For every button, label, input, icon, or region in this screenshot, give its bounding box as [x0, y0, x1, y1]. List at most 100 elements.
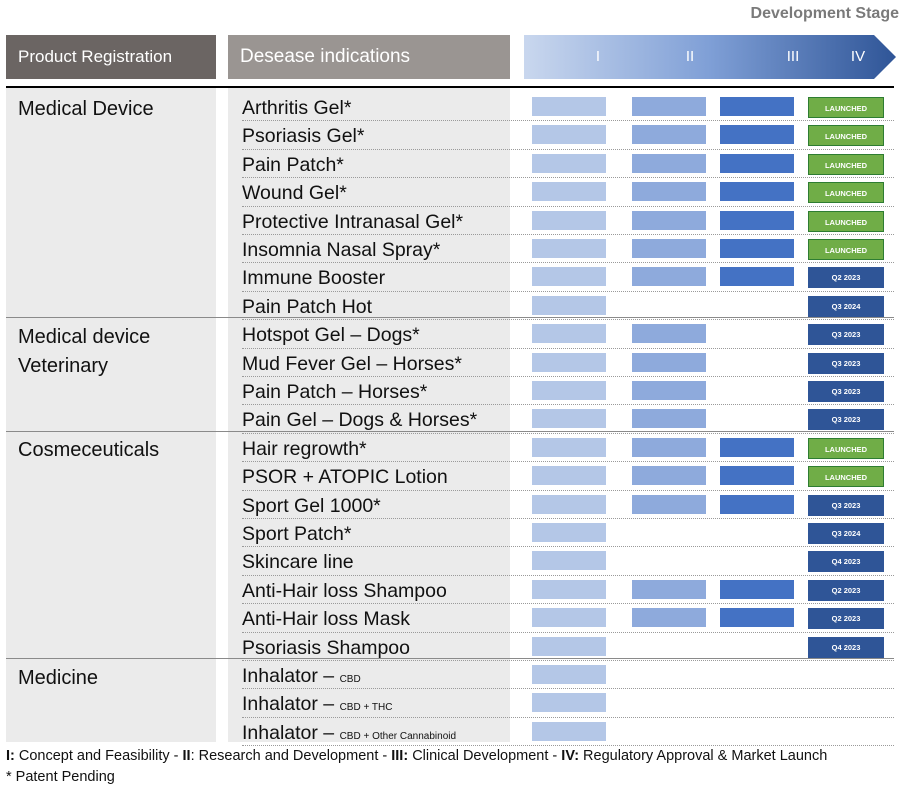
- phase-1-bar: [532, 381, 606, 400]
- indication-row: Pain Patch – Horses* Q3 2023: [0, 377, 907, 406]
- phase-3-bar: [720, 608, 794, 628]
- category-separator: [6, 658, 894, 659]
- indication-name: Immune Booster: [242, 263, 385, 291]
- status-badge: Q3 2023: [808, 409, 884, 431]
- status-badge: Q2 2023: [808, 608, 884, 630]
- phase-label-4: IV: [850, 48, 866, 65]
- indication-name: Hotspot Gel – Dogs*: [242, 320, 420, 348]
- indication-row: Psoriasis Gel* LAUNCHED: [0, 121, 907, 150]
- phase-1-bar: [532, 437, 606, 457]
- phase-3-bar: [720, 466, 794, 486]
- row-separator: [242, 461, 894, 463]
- indication-name-text: Pain Gel – Dogs & Horses*: [242, 409, 478, 432]
- indication-name: Arthritis Gel*: [242, 93, 351, 121]
- phase-1-bar: [532, 693, 606, 713]
- header-divider: [6, 86, 894, 88]
- indication-row: Inhalator – CBD: [0, 661, 907, 690]
- indication-row: Hotspot Gel – Dogs* Q3 2023: [0, 320, 907, 349]
- status-badge: Q3 2024: [808, 523, 884, 544]
- row-separator: [242, 205, 894, 207]
- phase-1-bar: [532, 665, 606, 684]
- phase-2-bar: [632, 239, 706, 258]
- indication-name: Anti-Hair loss Shampoo: [242, 576, 447, 604]
- product-registration-header: Product Registration: [6, 35, 216, 79]
- legend-key-3: III:: [391, 748, 409, 764]
- status-badge: LAUNCHED: [808, 182, 884, 204]
- indication-name: Protective Intranasal Gel*: [242, 207, 463, 235]
- indication-row: Inhalator – CBD + Other Cannabinoid: [0, 718, 907, 747]
- indication-name-text: PSOR + ATOPIC Lotion: [242, 466, 448, 489]
- phase-3-bar: [720, 182, 794, 202]
- row-separator: [242, 290, 894, 292]
- phase-1-bar: [532, 239, 606, 258]
- phase-2-bar: [632, 324, 706, 344]
- category-label: Medical Device: [18, 98, 154, 120]
- phase-1-bar: [532, 97, 606, 116]
- indication-name: Hair regrowth*: [242, 434, 367, 462]
- disease-indications-header-label: Desease indications: [240, 46, 411, 67]
- row-separator: [242, 375, 894, 377]
- phase-2-bar: [632, 579, 706, 599]
- phase-1-bar: [532, 636, 606, 656]
- indication-column: [228, 88, 510, 742]
- indication-name: Psoriasis Shampoo: [242, 633, 410, 661]
- phase-label-3: III: [786, 48, 800, 65]
- indication-name: Pain Patch – Horses*: [242, 377, 427, 405]
- row-separator: [242, 546, 894, 548]
- phase-3-bar: [720, 239, 794, 258]
- phase-1-bar: [532, 295, 606, 315]
- indication-name: Inhalator – CBD + Other Cannabinoid: [242, 718, 456, 746]
- category-label: Medical device Veterinary: [18, 326, 151, 378]
- status-badge: LAUNCHED: [808, 437, 884, 459]
- phase-legend: I: Concept and Feasibility - II: Researc…: [6, 748, 827, 764]
- indication-name: Mud Fever Gel – Horses*: [242, 349, 462, 377]
- status-badge: Q3 2023: [808, 352, 884, 374]
- indication-name-text: Skincare line: [242, 551, 354, 574]
- indication-name: Sport Gel 1000*: [242, 491, 381, 519]
- legend-key-1: I:: [6, 748, 15, 764]
- indication-row: Inhalator – CBD + THC: [0, 689, 907, 718]
- category-label: Medicine: [18, 667, 99, 689]
- phase-1-bar: [532, 551, 606, 571]
- indication-variant-text: CBD: [339, 674, 361, 685]
- patent-note: * Patent Pending: [6, 769, 115, 785]
- row-separator: [242, 148, 894, 150]
- indication-name: Pain Patch Hot: [242, 292, 372, 320]
- development-stage-arrow: I II III IV: [524, 35, 896, 79]
- indication-name-text: Sport Patch*: [242, 523, 352, 545]
- status-badge: Q3 2023: [808, 324, 884, 346]
- phase-2-bar: [632, 466, 706, 486]
- status-badge: Q3 2023: [808, 494, 884, 516]
- indication-name: Inhalator – CBD + THC: [242, 689, 392, 717]
- status-badge: LAUNCHED: [808, 239, 884, 260]
- phase-2-bar: [632, 97, 706, 116]
- indication-name-text: Pain Patch – Horses*: [242, 381, 428, 403]
- phase-1-bar: [532, 352, 606, 372]
- legend-text-3: Clinical Development -: [408, 748, 562, 764]
- row-separator: [242, 489, 894, 491]
- status-badge: LAUNCHED: [808, 210, 884, 232]
- legend-text-2: : Research and Development -: [190, 748, 392, 764]
- row-separator: [242, 319, 894, 321]
- phase-2-bar: [632, 182, 706, 202]
- indication-row: Wound Gel* LAUNCHED: [0, 178, 907, 207]
- status-badge: Q4 2023: [808, 551, 884, 573]
- indication-name: Skincare line: [242, 547, 354, 575]
- product-registration-header-label: Product Registration: [18, 47, 173, 66]
- phase-label-2: II: [685, 48, 695, 65]
- indication-name-text: Psoriasis Shampoo: [242, 636, 410, 659]
- status-badge: LAUNCHED: [808, 97, 884, 118]
- indication-name: Pain Gel – Dogs & Horses*: [242, 405, 477, 433]
- indication-name: Psoriasis Gel*: [242, 121, 364, 149]
- status-badge: LAUNCHED: [808, 153, 884, 175]
- disease-indications-header: Desease indications: [228, 35, 510, 79]
- status-badge: Q3 2024: [808, 295, 884, 317]
- indication-name-text: Inhalator –: [242, 693, 340, 716]
- phase-1-bar: [532, 579, 606, 599]
- indication-variant-text: CBD + THC: [339, 702, 393, 714]
- indication-name: Inhalator – CBD: [242, 661, 361, 689]
- indication-row: Pain Patch Hot Q3 2024: [0, 292, 907, 321]
- indication-name-text: Pain Patch*: [242, 153, 344, 176]
- row-separator: [242, 233, 894, 235]
- phase-3-bar: [720, 210, 794, 230]
